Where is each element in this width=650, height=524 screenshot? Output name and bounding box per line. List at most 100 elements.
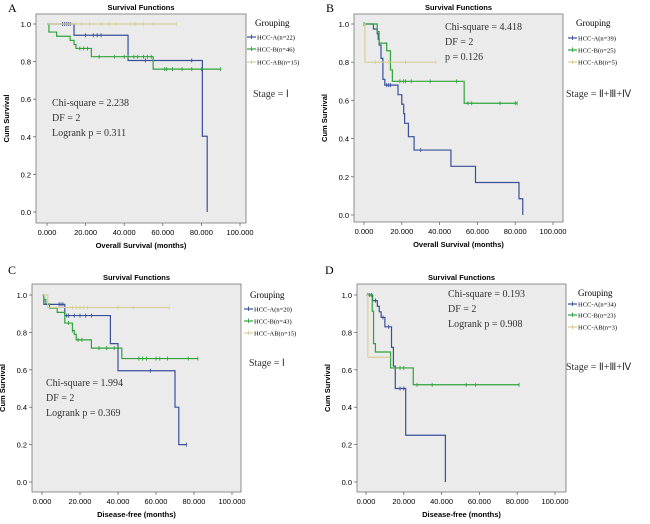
legend-entry: HCC-B(n=43) [254,319,292,326]
survival-curve-hcc-a [364,23,524,215]
x-tick-label: 100.000 [218,497,245,506]
stats-line: Logrank p = 0.311 [52,128,126,139]
plot-area [356,283,567,493]
panel-b: B Survival Functions 0.0 0.2 0.4 0.6 0.8 1.0 0.0… [320,1,632,249]
y-axis-label: Cum Survival [323,364,332,412]
stats-line: Chi-square = 2.238 [52,98,129,109]
x-axis-label: Disease-free (months) [97,510,176,519]
plot-area [353,13,564,223]
x-tick-label: 100.000 [226,228,253,237]
panel-c: C Survival Functions 0.0 0.2 0.4 0.6 0.8 1.0 0.0… [0,263,296,519]
x-tick-label: 0.000 [33,497,52,506]
y-tick-label: 0.2 [17,441,27,450]
y-tick-label: 0.4 [21,133,31,142]
stage-label: Stage = Ⅰ [249,358,285,369]
survival-curve-hcc-b [47,23,221,70]
y-tick-label: 0.4 [17,403,27,412]
stats-line: DF = 2 [46,393,74,404]
x-tick-label: 40.000 [113,228,136,237]
y-tick-label: 1.0 [342,291,352,300]
panel-d: D Survival Functions 0.0 0.2 0.4 0.6 0.8 1.0 0.0… [323,263,632,519]
chart-title: Survival Functions [107,3,174,12]
x-tick-label: 20.000 [74,228,97,237]
panel-label: D [325,263,334,277]
y-tick-label: 0.2 [21,170,31,179]
panel-label: A [8,1,17,15]
legend-entry: HCC-AB(n=3) [578,325,617,332]
y-tick-label: 0.0 [339,211,349,220]
y-tick-label: 0.0 [17,478,27,487]
x-tick-label: 60.000 [145,497,168,506]
x-tick-label: 40.000 [107,497,130,506]
legend-title: Grouping [576,18,611,28]
y-tick-label: 0.6 [342,366,352,375]
x-tick-label: 100.000 [539,227,566,236]
stage-label: Stage = Ⅱ+Ⅲ+Ⅳ [566,362,632,373]
x-axis-label: Overall Survival (months) [96,241,187,250]
survival-curve-hcc-a [47,23,208,212]
stage-label: Stage = Ⅰ [253,89,289,100]
y-tick-label: 0.8 [21,58,31,67]
y-tick-label: 0.0 [21,208,31,217]
y-tick-label: 0.2 [342,441,352,450]
y-tick-label: 0.6 [339,96,349,105]
stats-line: Chi-square = 1.994 [46,378,123,389]
stage-label: Stage = Ⅱ+Ⅲ+Ⅳ [566,89,632,100]
y-tick-label: 1.0 [339,20,349,29]
chart-title: Survival Functions [428,273,495,282]
x-tick-label: 20.000 [390,227,413,236]
x-tick-label: 100.000 [541,497,568,506]
survival-curve-hcc-ab [42,294,170,309]
panel-a: A Survival Functions 0.0 0.2 0.4 0.6 0.8 1.0 0.0… [2,1,299,250]
stats-line: DF = 2 [52,113,80,124]
x-tick-label: 0.000 [355,227,374,236]
legend-title: Grouping [250,290,285,300]
chart-title: Survival Functions [103,273,170,282]
x-tick-label: 60.000 [468,497,491,506]
x-axis-label: Disease-free (months) [422,510,501,519]
legend-entry: HCC-B(n=23) [578,313,616,320]
y-tick-label: 1.0 [21,20,31,29]
y-tick-label: 0.2 [339,173,349,182]
y-tick-label: 0.6 [17,366,27,375]
x-tick-label: 0.000 [38,228,57,237]
x-tick-label: 20.000 [392,497,415,506]
stats-line: Logrank p = 0.369 [46,408,121,419]
y-tick-label: 0.4 [339,135,349,144]
y-tick-label: 0.8 [342,328,352,337]
legend-title: Grouping [578,288,613,298]
x-axis-label: Overall Survival (months) [413,240,504,249]
panel-label: C [8,263,16,277]
y-tick-label: 1.0 [17,291,27,300]
y-tick-label: 0.6 [21,95,31,104]
y-axis-label: Cum Survival [2,95,11,143]
stats-line: Chi-square = 0.193 [448,289,525,300]
survival-curve-hcc-b [366,294,520,386]
x-tick-label: 80.000 [506,497,529,506]
legend-title: Grouping [255,18,290,28]
legend-entry: HCC-B(n=25) [578,48,616,55]
legend-entry: HCC-A(n=39) [578,36,616,43]
legend-entry: HCC-B(n=46) [257,47,295,54]
legend-entry: HCC-AB(n=15) [257,60,299,67]
survival-curve-hcc-a [366,294,446,482]
y-axis-label: Cum Survival [320,94,329,142]
stats-line: DF = 2 [445,37,473,48]
legend-entry: HCC-AB(n=5) [578,60,617,67]
survival-curve-hcc-ab [364,23,436,63]
x-tick-label: 60.000 [151,228,174,237]
legend-entry: HCC-A(n=22) [257,35,295,42]
x-tick-label: 80.000 [190,228,213,237]
survival-curve-hcc-ab [366,294,391,358]
legend-entry: HCC-AB(n=15) [254,331,296,338]
x-tick-label: 0.000 [357,497,376,506]
plot-area [31,283,242,493]
panel-label: B [326,1,334,15]
stats-line: DF = 2 [448,304,476,315]
chart-title: Survival Functions [425,3,492,12]
y-tick-label: 0.4 [342,403,352,412]
legend-entry: HCC-A(n=34) [578,302,616,309]
x-tick-label: 40.000 [430,497,453,506]
x-tick-label: 80.000 [504,227,527,236]
